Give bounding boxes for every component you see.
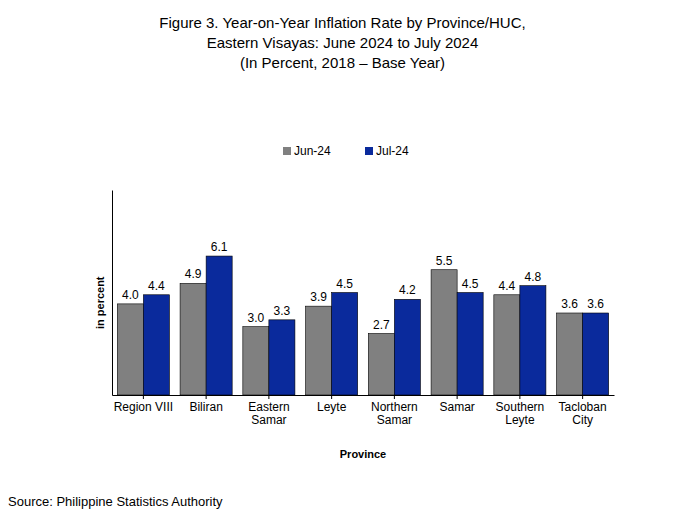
legend: Jun-24 Jul-24 bbox=[283, 144, 409, 158]
bar bbox=[394, 299, 420, 395]
legend-label: Jul-24 bbox=[376, 144, 409, 158]
bar bbox=[557, 313, 583, 395]
x-tick-mark bbox=[394, 395, 395, 399]
bar bbox=[306, 306, 332, 395]
bar bbox=[368, 334, 394, 396]
x-tick-label-line: Samar bbox=[377, 413, 412, 427]
title: Figure 3. Year-on-Year Inflation Rate by… bbox=[159, 14, 525, 31]
x-tick-label-line: Tacloban bbox=[559, 400, 607, 414]
x-tick-mark bbox=[331, 395, 332, 399]
data-label: 4.0 bbox=[122, 288, 139, 302]
bar bbox=[243, 327, 269, 395]
bar bbox=[180, 283, 206, 395]
x-tick-label-line: Samar bbox=[251, 413, 286, 427]
x-tick: NorthernSamar bbox=[371, 395, 418, 427]
bars bbox=[117, 256, 608, 395]
data-label: 5.5 bbox=[436, 254, 453, 268]
data-label: 4.5 bbox=[462, 277, 479, 291]
x-tick-label-line: Southern bbox=[496, 400, 545, 414]
y-axis bbox=[112, 191, 113, 396]
bar bbox=[520, 286, 546, 395]
x-tick-label: Biliran bbox=[189, 400, 222, 414]
x-tick: SouthernLeyte bbox=[496, 395, 545, 427]
x-tick: Leyte bbox=[317, 395, 347, 414]
x-tick-label: EasternSamar bbox=[248, 400, 289, 428]
chart: Figure 3. Year-on-Year Inflation Rate by… bbox=[0, 0, 685, 520]
x-tick-label-line: Leyte bbox=[505, 413, 535, 427]
y-axis-line bbox=[112, 191, 113, 396]
data-label: 3.6 bbox=[587, 297, 604, 311]
x-tick-label: Samar bbox=[439, 400, 474, 414]
title: (In Percent, 2018 – Base Year) bbox=[240, 54, 445, 71]
data-label: 4.4 bbox=[148, 279, 165, 293]
bar bbox=[457, 293, 483, 396]
x-tick-label: NorthernSamar bbox=[371, 400, 418, 428]
data-label: 4.5 bbox=[336, 277, 353, 291]
x-tick-label-line: Northern bbox=[371, 400, 418, 414]
data-label: 4.4 bbox=[499, 279, 516, 293]
bar bbox=[494, 295, 520, 395]
data-label: 2.7 bbox=[373, 318, 390, 332]
data-label: 4.2 bbox=[399, 283, 416, 297]
plot: 4.0 4.9 3.0 3.9 2.7 5.5 4.4 3.6 4.4 6.1 3.3 4.5 4.2 4… bbox=[113, 191, 615, 428]
x-axis-line bbox=[113, 395, 615, 396]
x-tick-mark bbox=[268, 395, 269, 399]
source: Source: Philippine Statistics Authority bbox=[8, 494, 223, 509]
x-axis-title: Province bbox=[340, 448, 386, 460]
bar bbox=[269, 320, 295, 395]
legend-swatch bbox=[283, 147, 291, 155]
legend-swatch bbox=[365, 147, 373, 155]
data-label: 3.0 bbox=[248, 311, 265, 325]
x-tick-mark bbox=[582, 395, 583, 399]
x-tick-mark bbox=[143, 395, 144, 399]
y-axis-title: in percent bbox=[94, 276, 106, 329]
bar bbox=[206, 256, 232, 395]
bar bbox=[431, 270, 457, 395]
data-label: 4.9 bbox=[185, 267, 202, 281]
x-tick-label: SouthernLeyte bbox=[496, 400, 545, 428]
x-tick-mark bbox=[457, 395, 458, 399]
x-tick-mark bbox=[519, 395, 520, 399]
data-label: 3.9 bbox=[310, 290, 327, 304]
data-label: 4.8 bbox=[525, 270, 542, 284]
bar bbox=[117, 304, 143, 395]
x-tick: TaclobanCity bbox=[559, 395, 607, 427]
x-tick: Region VIII bbox=[114, 395, 173, 414]
x-tick-label: TaclobanCity bbox=[559, 400, 607, 428]
data-label: 6.1 bbox=[211, 240, 228, 254]
x-tick: Biliran bbox=[189, 395, 222, 414]
x-tick-label-line: City bbox=[572, 413, 593, 427]
x-tick-mark bbox=[206, 395, 207, 399]
x-axis: Region VIIIBiliranEasternSamarLeyteNorth… bbox=[113, 395, 615, 427]
x-tick: EasternSamar bbox=[248, 395, 289, 427]
data-label: 3.6 bbox=[561, 297, 578, 311]
title: Eastern Visayas: June 2024 to July 2024 bbox=[207, 34, 479, 51]
x-tick: Samar bbox=[439, 395, 474, 414]
x-tick-label: Leyte bbox=[317, 400, 347, 414]
legend-label: Jun-24 bbox=[294, 144, 331, 158]
bar bbox=[332, 293, 358, 396]
x-tick-label-line: Eastern bbox=[248, 400, 289, 414]
x-tick-label: Region VIII bbox=[114, 400, 173, 414]
data-labels: 4.0 4.9 3.0 3.9 2.7 5.5 4.4 3.6 4.4 6.1 3.3 4.5 4.2 4… bbox=[122, 240, 604, 331]
data-label: 3.3 bbox=[274, 304, 291, 318]
bar bbox=[583, 313, 609, 395]
bar bbox=[143, 295, 169, 395]
